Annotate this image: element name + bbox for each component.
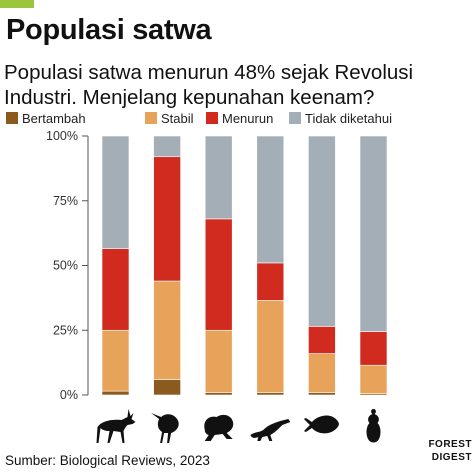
bar-segment-mammal-icon-3 (101, 135, 130, 249)
page-subtitle: Populasi satwa menurun 48% sejak Revolus… (4, 61, 414, 109)
bar-segment-bird-icon-3 (153, 135, 181, 158)
legend-swatch-0 (6, 112, 18, 124)
legend-swatch-3 (289, 112, 301, 124)
bird-icon (151, 413, 179, 443)
bar-segment-fish-icon-2 (308, 326, 336, 354)
legend-label-1: Stabil (161, 111, 194, 126)
corner-accent (0, 0, 34, 8)
bar-segment-reptile-icon-1 (256, 300, 285, 393)
bar-segment-reptile-icon-0 (256, 392, 285, 396)
y-tick-label: 25% (53, 323, 78, 337)
bar-segment-fish-icon-0 (308, 392, 336, 396)
legend-label-3: Tidak diketahui (305, 111, 392, 126)
bar-segment-bird-icon-2 (153, 156, 181, 282)
fish-icon-shape (303, 415, 339, 434)
brand-line2: DIGEST (431, 452, 472, 463)
bar-segment-amphibian-icon-1 (204, 329, 233, 393)
bar-segment-reptile-icon-2 (256, 262, 285, 301)
y-tick-label: 100% (46, 129, 78, 143)
bird-icon-shape (151, 413, 179, 443)
insect-icon (366, 409, 381, 443)
legend-swatch-2 (206, 112, 218, 124)
legend-swatch-1 (145, 112, 157, 124)
brand-logo: FOREST DIGEST (418, 438, 472, 472)
bar-segment-reptile-icon-3 (256, 135, 285, 264)
bar-segment-fish-icon-3 (308, 135, 336, 327)
bar-segment-fish-icon-1 (308, 353, 336, 393)
y-tick-label: 0% (60, 388, 78, 402)
bar-segment-amphibian-icon-2 (204, 218, 233, 331)
bar-segment-mammal-icon-0 (101, 390, 130, 396)
fish-icon (303, 415, 339, 434)
bar-segment-amphibian-icon-3 (204, 135, 233, 220)
y-tick-label: 50% (53, 259, 78, 273)
legend-label-2: Menurun (222, 111, 273, 126)
bar-segment-amphibian-icon-0 (204, 392, 233, 396)
bar-segment-mammal-icon-2 (101, 248, 130, 331)
bar-segment-insect-icon-1 (359, 364, 388, 395)
bar-segment-insect-icon-3 (359, 135, 388, 332)
reptile-icon (250, 419, 291, 441)
y-tick-label: 75% (53, 194, 78, 208)
mammal-icon-shape (96, 409, 136, 443)
brand-line1: FOREST (428, 439, 472, 450)
insect-icon-shape (366, 409, 381, 443)
bar-segment-insect-icon-2 (359, 331, 388, 366)
source-note: Sumber: Biological Reviews, 2023 (5, 453, 210, 468)
legend-label-0: Bertambah (22, 111, 86, 126)
mammal-icon (96, 409, 136, 443)
reptile-icon-shape (250, 419, 291, 441)
page-title: Populasi satwa (6, 14, 212, 46)
amphibian-icon-shape (204, 414, 234, 441)
amphibian-icon (204, 414, 234, 441)
bar-segment-bird-icon-1 (153, 280, 181, 380)
bar-segment-mammal-icon-1 (101, 329, 130, 392)
bar-segment-bird-icon-0 (153, 379, 181, 396)
